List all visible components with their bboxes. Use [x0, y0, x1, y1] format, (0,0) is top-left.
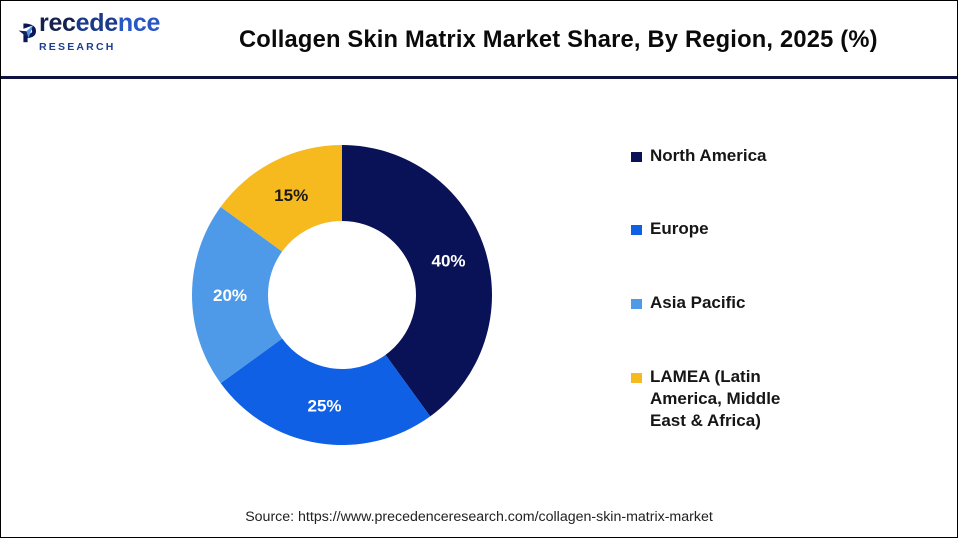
svg-text:40%: 40%: [431, 251, 465, 270]
svg-text:25%: 25%: [307, 397, 341, 416]
svg-text:15%: 15%: [274, 186, 308, 205]
svg-text:20%: 20%: [213, 286, 247, 305]
